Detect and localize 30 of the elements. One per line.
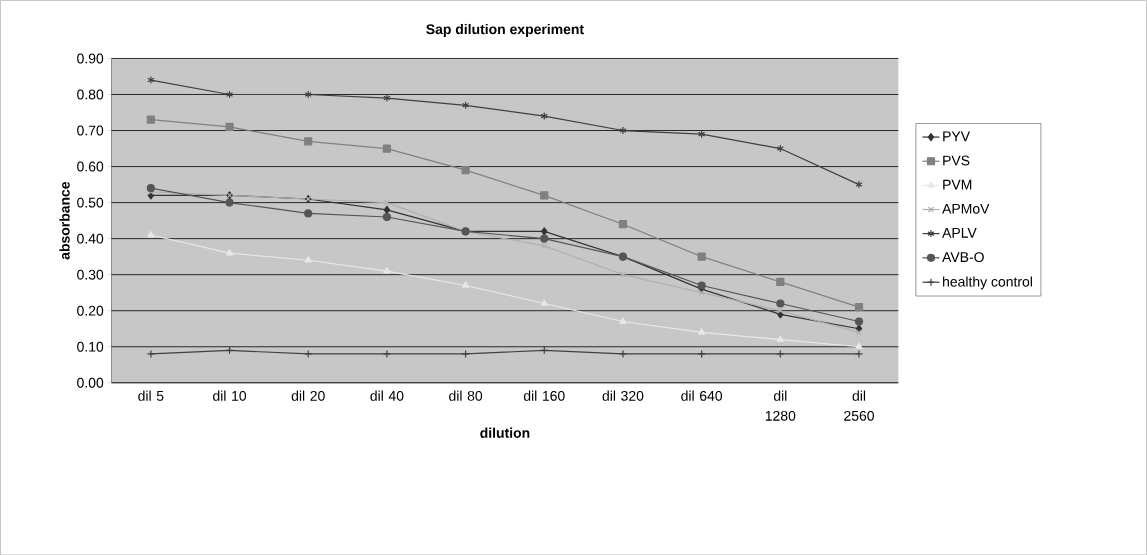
legend-label: PVM: [943, 179, 972, 190]
x-tick-label: dil 10: [213, 390, 247, 401]
x-tick-label: dil 80: [449, 390, 483, 401]
x-tick-label: dil 2560: [844, 390, 874, 421]
legend-label: PVS: [943, 155, 970, 166]
legend-label: healthy control: [943, 276, 1032, 290]
x-tick-label: dil 20: [291, 390, 325, 401]
x-tick-label: dil 1280: [765, 390, 796, 421]
legend-label: AVB-O: [942, 251, 984, 262]
y-tick-label: 0.50: [77, 197, 104, 208]
legend-label: APLV: [942, 227, 977, 238]
y-tick-label: 0.70: [77, 125, 104, 136]
y-tick-label: 0.20: [77, 305, 104, 316]
x-tick-label: dil 320: [602, 390, 644, 401]
legend-label: PYV: [943, 131, 970, 141]
y-tick-label: 0.80: [77, 89, 104, 100]
y-tick-label: 0.00: [77, 377, 104, 388]
legend-label: APMoV: [942, 203, 990, 214]
y-tick-label: 0.60: [77, 161, 104, 172]
x-tick-label: dil 40: [370, 390, 404, 401]
x-tick-label: dil 5: [138, 390, 164, 401]
chart-title: Sap dilution experiment: [426, 23, 584, 37]
x-tick-label: dil 640: [681, 390, 723, 401]
y-tick-label: 0.90: [77, 53, 104, 64]
y-tick-label: 0.30: [77, 269, 104, 280]
x-tick-label: dil 160: [523, 390, 565, 401]
x-axis-title: dilution: [480, 427, 530, 438]
y-tick-label: 0.40: [77, 233, 104, 244]
y-tick-label: 0.10: [77, 341, 104, 352]
y-axis-title: absorbance: [59, 181, 70, 260]
